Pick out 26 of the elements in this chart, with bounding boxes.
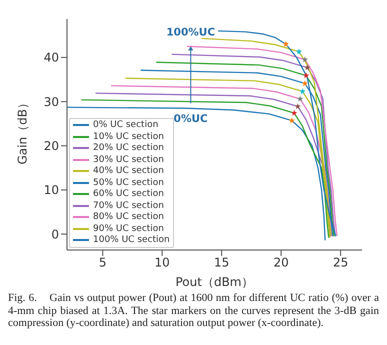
- y-axis-title: Gain（dB）: [15, 97, 30, 164]
- annotation: 0%UC: [174, 113, 208, 126]
- y-tick-label: 0: [51, 227, 59, 242]
- x-tick-label: 5: [98, 256, 107, 270]
- y-tick-label: 10: [44, 183, 59, 198]
- x-axis-title: Pout（dBm）: [176, 275, 254, 289]
- caption: Fig. 6. Gain vs output power (Pout) at 1600 nm for different UC ratio (%) over a 4-mm chip biased at 1.3A. The star markers on the curves represent the 3-dB gain compression (y-coordinate) and saturation output power (x-coordinate).: [8, 292, 379, 330]
- y-tick-label: 40: [44, 50, 59, 65]
- legend-label: 30% UC section: [93, 154, 164, 165]
- legend-label: 50% UC section: [93, 178, 164, 188]
- legend-label: 60% UC section: [93, 189, 164, 200]
- legend-label: 90% UC section: [93, 224, 164, 234]
- x-tick-label: 10: [154, 256, 170, 270]
- legend-label: 20% UC section: [93, 143, 164, 154]
- y-tick-label: 20: [44, 139, 59, 154]
- legend-label: 80% UC section: [93, 212, 164, 222]
- x-tick-label: 25: [332, 256, 348, 270]
- x-tick-label: 15: [214, 256, 230, 270]
- legend-label: 40% UC section: [93, 166, 164, 176]
- x-tick-label: 20: [273, 256, 289, 270]
- y-tick-label: 30: [44, 94, 59, 109]
- legend-label: 70% UC section: [93, 200, 164, 211]
- legend-label: 0% UC section: [93, 120, 158, 130]
- legend-label: 10% UC section: [93, 132, 164, 142]
- legend-label: 100% UC section: [93, 235, 170, 246]
- annotation: 100%UC: [166, 26, 216, 38]
